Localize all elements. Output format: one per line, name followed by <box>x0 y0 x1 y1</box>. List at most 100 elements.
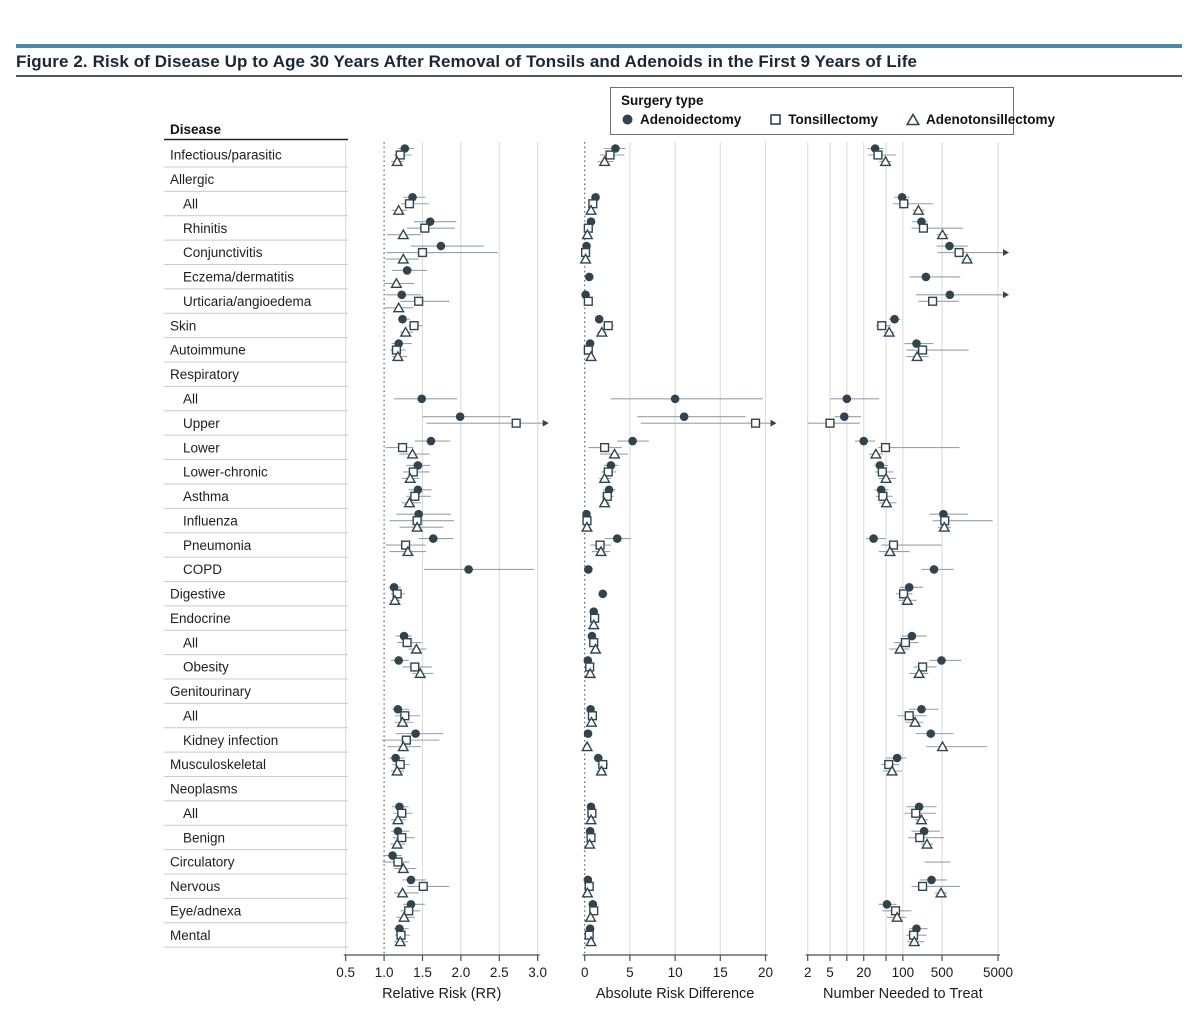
marker-adenoidectomy <box>670 394 680 404</box>
tick-label-nnt: 20 <box>856 965 871 980</box>
marker-adenoidectomy <box>927 875 936 885</box>
row-label: Conjunctivitis <box>183 245 263 260</box>
marker-adenotonsillectomy <box>894 643 907 654</box>
marker-tonsillectomy <box>873 150 883 160</box>
tick-label-nnt: 100 <box>892 965 915 980</box>
marker-adenotonsillectomy <box>594 545 607 557</box>
row-nervous: Nervous <box>164 875 961 899</box>
row-asthma: Asthma <box>164 485 897 509</box>
marker-tonsillectomy <box>750 418 761 428</box>
marker-adenotonsillectomy <box>915 813 928 825</box>
marker-adenotonsillectomy <box>909 716 922 727</box>
axis-title-ard: Absolute Risk Difference <box>596 986 755 1002</box>
marker-tonsillectomy <box>397 442 408 453</box>
marker-adenoidectomy <box>945 290 955 300</box>
marker-adenotonsillectomy <box>885 764 898 776</box>
marker-adenotonsillectomy <box>398 911 411 922</box>
marker-adenoidectomy <box>402 266 412 275</box>
marker-tonsillectomy <box>603 321 613 331</box>
tick-label-nnt: 500 <box>931 965 954 980</box>
marker-adenoidectomy <box>598 589 608 599</box>
marker-tonsillectomy <box>404 199 415 209</box>
marker-adenoidectomy <box>859 436 869 446</box>
legend-items: Adenoidectomy Tonsillectomy Adenotonsill… <box>621 112 1055 127</box>
marker-tonsillectomy <box>409 321 419 331</box>
figure-title: Figure 2. Risk of Disease Up to Age 30 Y… <box>16 52 918 71</box>
disease-column-header: Disease <box>170 122 222 137</box>
marker-adenotonsillectomy <box>880 496 893 508</box>
marker-tonsillectomy <box>420 223 430 233</box>
row-upper: Upper <box>164 412 862 436</box>
marker-adenotonsillectomy <box>580 521 593 532</box>
marker-adenotonsillectomy <box>414 667 427 679</box>
marker-adenoidectomy <box>612 534 622 543</box>
marker-adenoidectomy <box>398 314 407 324</box>
marker-adenotonsillectomy <box>403 496 416 508</box>
row-all: All <box>164 392 880 412</box>
marker-adenotonsillectomy <box>394 935 407 947</box>
tick-label-nnt: 5000 <box>983 965 1013 980</box>
marker-tonsillectomy <box>401 735 411 745</box>
marker-adenotonsillectomy <box>585 350 598 362</box>
row-label: Eye/adnexa <box>170 903 242 918</box>
marker-adenotonsillectomy <box>397 862 410 874</box>
marker-adenotonsillectomy <box>908 935 921 947</box>
marker-adenoidectomy <box>417 394 427 404</box>
row-label: Digestive <box>170 587 226 602</box>
marker-adenoidectomy <box>584 272 594 282</box>
row-influenza: Influenza <box>164 509 993 534</box>
row-label: Genitourinary <box>170 684 251 699</box>
marker-adenotonsillectomy <box>397 252 410 264</box>
legend-item-adenotonsillectomy: Adenotonsillectomy <box>906 112 1055 127</box>
marker-adenotonsillectomy <box>391 155 404 167</box>
marker-adenoidectomy <box>464 565 473 574</box>
marker-adenotonsillectomy <box>936 228 949 240</box>
marker-adenotonsillectomy <box>396 716 409 727</box>
row-endocrine: Endocrine <box>164 607 600 631</box>
row-label: Eczema/dermatitis <box>183 270 294 285</box>
marker-tonsillectomy <box>400 711 410 721</box>
marker-tonsillectomy <box>583 296 593 306</box>
row-lower: Lower <box>164 436 960 461</box>
marker-adenotonsillectomy <box>584 667 597 679</box>
marker-adenotonsillectomy <box>585 813 598 825</box>
row-label: Lower-chronic <box>183 465 268 480</box>
marker-adenoidectomy <box>394 656 403 665</box>
legend-item-adenoidectomy: Adenoidectomy <box>621 112 741 127</box>
marker-adenoidectomy <box>929 565 939 574</box>
marker-adenotonsillectomy <box>397 228 410 240</box>
marker-adenoidectomy <box>426 436 436 446</box>
row-label: Asthma <box>183 489 229 504</box>
row-obesity: Obesity <box>164 656 961 680</box>
legend-label: Tonsillectomy <box>788 112 879 127</box>
row-all: All <box>164 631 927 656</box>
marker-tonsillectomy <box>899 199 909 209</box>
row-label: Endocrine <box>170 611 231 626</box>
marker-adenotonsillectomy <box>404 472 417 484</box>
marker-adenoidectomy <box>892 753 902 763</box>
marker-tonsillectomy <box>880 442 891 453</box>
row-kidney-infection: Kidney infection <box>164 729 988 753</box>
marker-adenotonsillectomy <box>581 886 594 898</box>
marker-adenotonsillectomy <box>583 838 596 849</box>
title-divider <box>16 75 1182 77</box>
marker-adenotonsillectomy <box>883 326 896 337</box>
row-respiratory: Respiratory <box>164 367 348 387</box>
tick-label-rr: 2.5 <box>490 965 509 980</box>
marker-adenotonsillectomy <box>589 643 602 654</box>
marker-adenotonsillectomy <box>397 740 410 752</box>
marker-adenoidectomy <box>628 436 637 446</box>
row-neoplasms: Neoplasms <box>164 782 348 802</box>
marker-adenotonsillectomy <box>891 911 904 922</box>
row-eczema-dermatitis: Eczema/dermatitis <box>164 266 961 290</box>
row-label: COPD <box>183 562 222 577</box>
row-label: All <box>183 635 198 650</box>
marker-adenotonsillectomy <box>390 277 403 288</box>
row-label: Musculoskeletal <box>170 757 266 772</box>
marker-adenoidectomy <box>583 729 593 738</box>
marker-adenotonsillectomy <box>391 764 404 776</box>
marker-tonsillectomy <box>915 833 925 843</box>
row-label: All <box>183 708 198 723</box>
marker-adenotonsillectomy <box>912 204 925 215</box>
row-all: All <box>164 192 934 217</box>
